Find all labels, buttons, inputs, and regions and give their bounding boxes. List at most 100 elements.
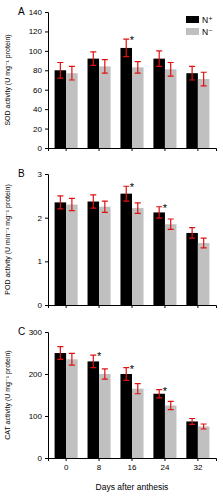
bar — [153, 212, 165, 305]
tick-mark — [164, 148, 165, 151]
tick-label: 1 — [38, 257, 43, 266]
tick-label: 200 — [29, 370, 43, 379]
error-bar — [90, 52, 96, 66]
error-bars — [69, 60, 207, 86]
tick-label: 40 — [33, 105, 42, 114]
tick — [164, 305, 165, 308]
tick-label: 20 — [33, 125, 42, 134]
legend-entry: N⁺ — [186, 15, 213, 25]
error-bar — [168, 219, 174, 229]
tick-label: 100 — [29, 412, 43, 421]
tick: 16 — [128, 458, 137, 472]
tick — [197, 148, 198, 151]
tick-mark — [45, 148, 48, 149]
tick-mark — [132, 148, 133, 151]
tick-mark — [45, 416, 48, 417]
error-bar — [69, 198, 75, 210]
error-bar — [168, 401, 174, 409]
tick-label: 8 — [97, 463, 102, 472]
bar — [132, 389, 144, 458]
bar — [99, 66, 111, 148]
y-axis: 0123 — [38, 170, 49, 310]
bar — [66, 73, 78, 148]
bar-series — [66, 359, 209, 458]
tick: 1 — [38, 257, 48, 266]
x-axis-title: Days after anthesis — [96, 482, 169, 492]
tick — [66, 148, 67, 151]
tick: 20 — [33, 125, 48, 134]
tick-mark — [132, 458, 133, 461]
bar — [186, 73, 198, 148]
error-bar — [102, 369, 108, 379]
bar — [55, 202, 67, 305]
bar-series — [66, 66, 209, 148]
tick: 3 — [38, 170, 48, 179]
error-bar — [156, 207, 162, 218]
axis-line — [49, 149, 217, 152]
tick: 0 — [38, 144, 48, 153]
error-bar — [189, 228, 195, 238]
tick-mark — [45, 12, 48, 13]
figure: 020406080100120140SOD activity (U mg⁻¹ p… — [0, 0, 223, 500]
x-axis — [49, 305, 217, 308]
legend-label: N⁺ — [202, 15, 213, 25]
tick-label: 0 — [64, 463, 69, 472]
error-bar — [168, 63, 174, 77]
tick-label: 120 — [29, 27, 43, 36]
annotation: * — [130, 181, 135, 193]
bar — [198, 427, 210, 459]
error-bars — [69, 353, 207, 429]
x-axis — [49, 148, 217, 151]
tick-label: 0 — [38, 454, 43, 463]
tick: 0 — [38, 301, 48, 310]
tick-label: 0 — [38, 301, 43, 310]
tick-mark — [45, 31, 48, 32]
error-bar — [102, 201, 108, 212]
tick-mark — [66, 458, 67, 461]
tick-label: 3 — [38, 170, 43, 179]
error-bar — [69, 66, 75, 80]
tick-mark — [45, 90, 48, 91]
bar — [198, 79, 210, 148]
annotation: * — [130, 34, 135, 46]
tick-mark — [45, 51, 48, 52]
tick-label: 16 — [128, 463, 137, 472]
legend-swatch — [186, 16, 199, 23]
tick: 60 — [33, 86, 48, 95]
bar — [153, 394, 165, 458]
tick-mark — [45, 458, 48, 459]
annotation: * — [97, 350, 102, 362]
error-bar — [90, 195, 96, 208]
error-bar — [135, 203, 141, 213]
tick-mark — [45, 109, 48, 110]
error-bar — [69, 353, 75, 365]
bar — [99, 207, 111, 305]
y-axis: 0100200300 — [29, 328, 49, 463]
tick: 24 — [160, 458, 169, 472]
tick: 32 — [193, 458, 202, 472]
tick-mark — [164, 458, 165, 461]
error-bars — [57, 347, 195, 425]
bar — [153, 59, 165, 148]
legend-entry: N⁻ — [186, 27, 213, 37]
tick: 100 — [29, 47, 48, 56]
tick-mark — [66, 148, 67, 151]
bar — [165, 406, 177, 459]
tick-label: 32 — [193, 463, 202, 472]
error-bar — [201, 238, 207, 248]
annotation: * — [163, 385, 168, 397]
bar — [120, 48, 132, 148]
tick — [132, 148, 133, 151]
plot-area — [55, 39, 210, 148]
y-axis-title: SOD activity (U mg⁻¹ protein) — [4, 34, 12, 125]
panel-label: B — [18, 168, 25, 179]
axis-line — [45, 175, 49, 306]
legend-swatch — [186, 28, 199, 35]
tick: 0 — [64, 458, 69, 472]
bar-series — [55, 194, 198, 305]
plot-area — [55, 347, 210, 458]
bar — [66, 205, 78, 305]
error-bar — [57, 347, 63, 360]
tick-mark — [99, 305, 100, 308]
bar — [165, 69, 177, 148]
